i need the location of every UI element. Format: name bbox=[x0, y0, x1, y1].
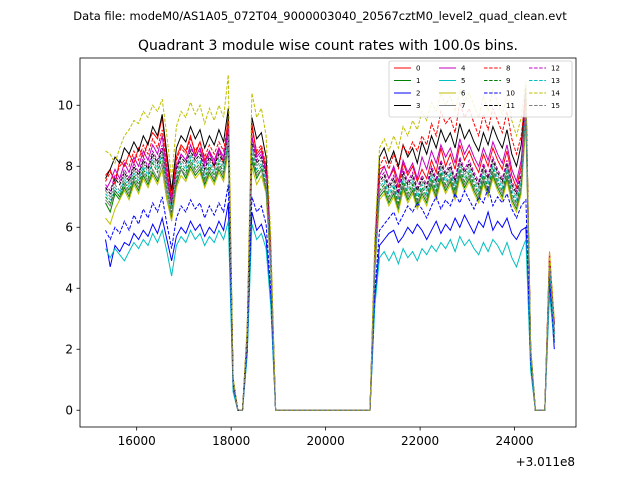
x-axis-offset-label: +3.011e8 bbox=[516, 455, 575, 469]
legend-label-11: 11 bbox=[506, 102, 515, 110]
legend-label-5: 5 bbox=[461, 77, 465, 85]
legend-label-9: 9 bbox=[506, 77, 510, 85]
y-tick-label: 10 bbox=[58, 99, 73, 113]
x-tick-label: 20000 bbox=[307, 434, 345, 448]
legend-label-0: 0 bbox=[416, 65, 420, 73]
legend-label-15: 15 bbox=[551, 102, 560, 110]
legend-label-14: 14 bbox=[551, 90, 560, 98]
y-tick-label: 4 bbox=[65, 282, 73, 296]
legend-label-1: 1 bbox=[416, 77, 420, 85]
legend-label-2: 2 bbox=[416, 90, 420, 98]
y-tick-label: 6 bbox=[65, 221, 73, 235]
legend-label-8: 8 bbox=[506, 65, 510, 73]
y-tick-label: 8 bbox=[65, 160, 73, 174]
legend-label-13: 13 bbox=[551, 77, 560, 85]
x-tick-label: 16000 bbox=[118, 434, 156, 448]
x-tick-label: 22000 bbox=[401, 434, 439, 448]
x-tick-label: 24000 bbox=[495, 434, 533, 448]
legend-label-3: 3 bbox=[416, 102, 420, 110]
chart-figure: Data file: modeM0/AS1A05_072T04_90000030… bbox=[0, 0, 640, 480]
y-tick-label: 2 bbox=[65, 343, 73, 357]
legend-label-10: 10 bbox=[506, 90, 515, 98]
legend-label-4: 4 bbox=[461, 65, 466, 73]
x-tick-label: 18000 bbox=[212, 434, 250, 448]
chart-title: Quadrant 3 module wise count rates with … bbox=[138, 38, 518, 54]
legend-label-7: 7 bbox=[461, 102, 465, 110]
legend-label-6: 6 bbox=[461, 90, 466, 98]
legend-label-12: 12 bbox=[551, 65, 560, 73]
chart-suptitle: Data file: modeM0/AS1A05_072T04_90000030… bbox=[73, 9, 567, 23]
y-tick-label: 0 bbox=[65, 404, 73, 418]
